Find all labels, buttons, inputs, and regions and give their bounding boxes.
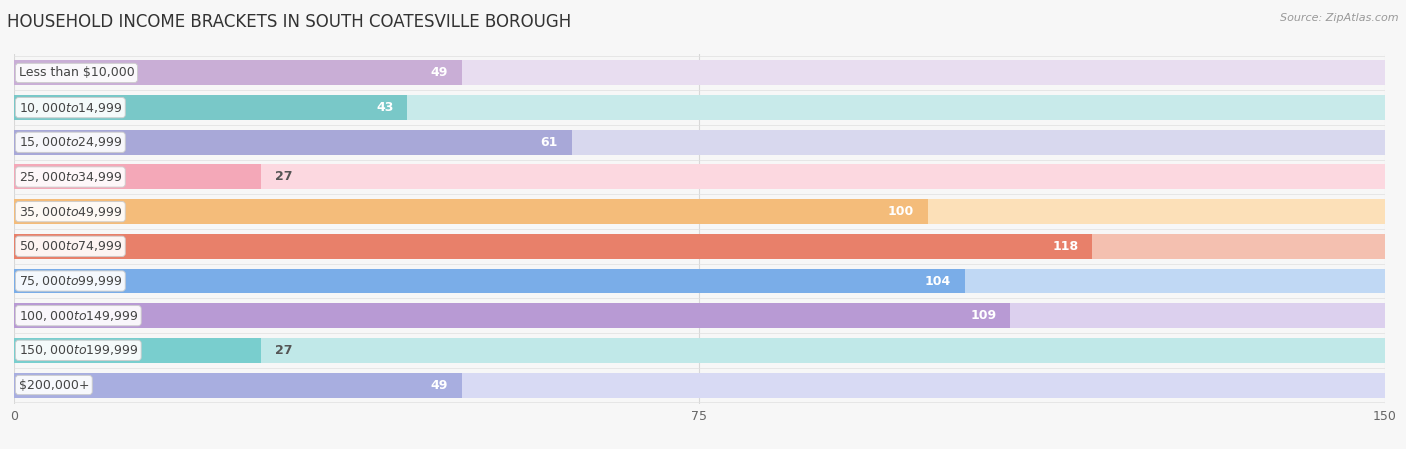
Text: $75,000 to $99,999: $75,000 to $99,999	[18, 274, 122, 288]
Text: 43: 43	[375, 101, 394, 114]
Bar	[14, 130, 571, 155]
Text: $15,000 to $24,999: $15,000 to $24,999	[18, 135, 122, 150]
Bar	[14, 303, 1010, 328]
Text: 49: 49	[430, 379, 449, 392]
Bar	[14, 269, 965, 294]
Bar	[14, 303, 1385, 328]
Bar	[14, 373, 463, 397]
Text: $35,000 to $49,999: $35,000 to $49,999	[18, 205, 122, 219]
Bar	[14, 269, 1385, 294]
Text: 104: 104	[925, 274, 950, 287]
Text: $150,000 to $199,999: $150,000 to $199,999	[18, 343, 138, 357]
Bar	[14, 61, 1385, 85]
Bar	[14, 373, 1385, 397]
Text: 27: 27	[274, 171, 292, 184]
Text: 49: 49	[430, 66, 449, 79]
Text: HOUSEHOLD INCOME BRACKETS IN SOUTH COATESVILLE BOROUGH: HOUSEHOLD INCOME BRACKETS IN SOUTH COATE…	[7, 13, 571, 31]
Bar	[14, 234, 1092, 259]
Text: 61: 61	[540, 136, 558, 149]
Bar	[14, 61, 463, 85]
Text: $10,000 to $14,999: $10,000 to $14,999	[18, 101, 122, 114]
Bar	[14, 130, 1385, 155]
Text: 27: 27	[274, 344, 292, 357]
Bar	[14, 338, 262, 363]
Text: $25,000 to $34,999: $25,000 to $34,999	[18, 170, 122, 184]
Bar	[14, 234, 1385, 259]
Text: $50,000 to $74,999: $50,000 to $74,999	[18, 239, 122, 253]
Text: Less than $10,000: Less than $10,000	[18, 66, 135, 79]
Text: 109: 109	[970, 309, 997, 322]
Bar	[14, 164, 1385, 189]
Text: Source: ZipAtlas.com: Source: ZipAtlas.com	[1281, 13, 1399, 23]
Bar	[14, 338, 1385, 363]
Bar	[14, 95, 408, 120]
Text: $200,000+: $200,000+	[18, 379, 89, 392]
Text: 100: 100	[889, 205, 914, 218]
Bar	[14, 199, 1385, 224]
Bar	[14, 95, 1385, 120]
Bar	[14, 199, 928, 224]
Text: $100,000 to $149,999: $100,000 to $149,999	[18, 308, 138, 323]
Bar	[14, 164, 262, 189]
Text: 118: 118	[1053, 240, 1078, 253]
